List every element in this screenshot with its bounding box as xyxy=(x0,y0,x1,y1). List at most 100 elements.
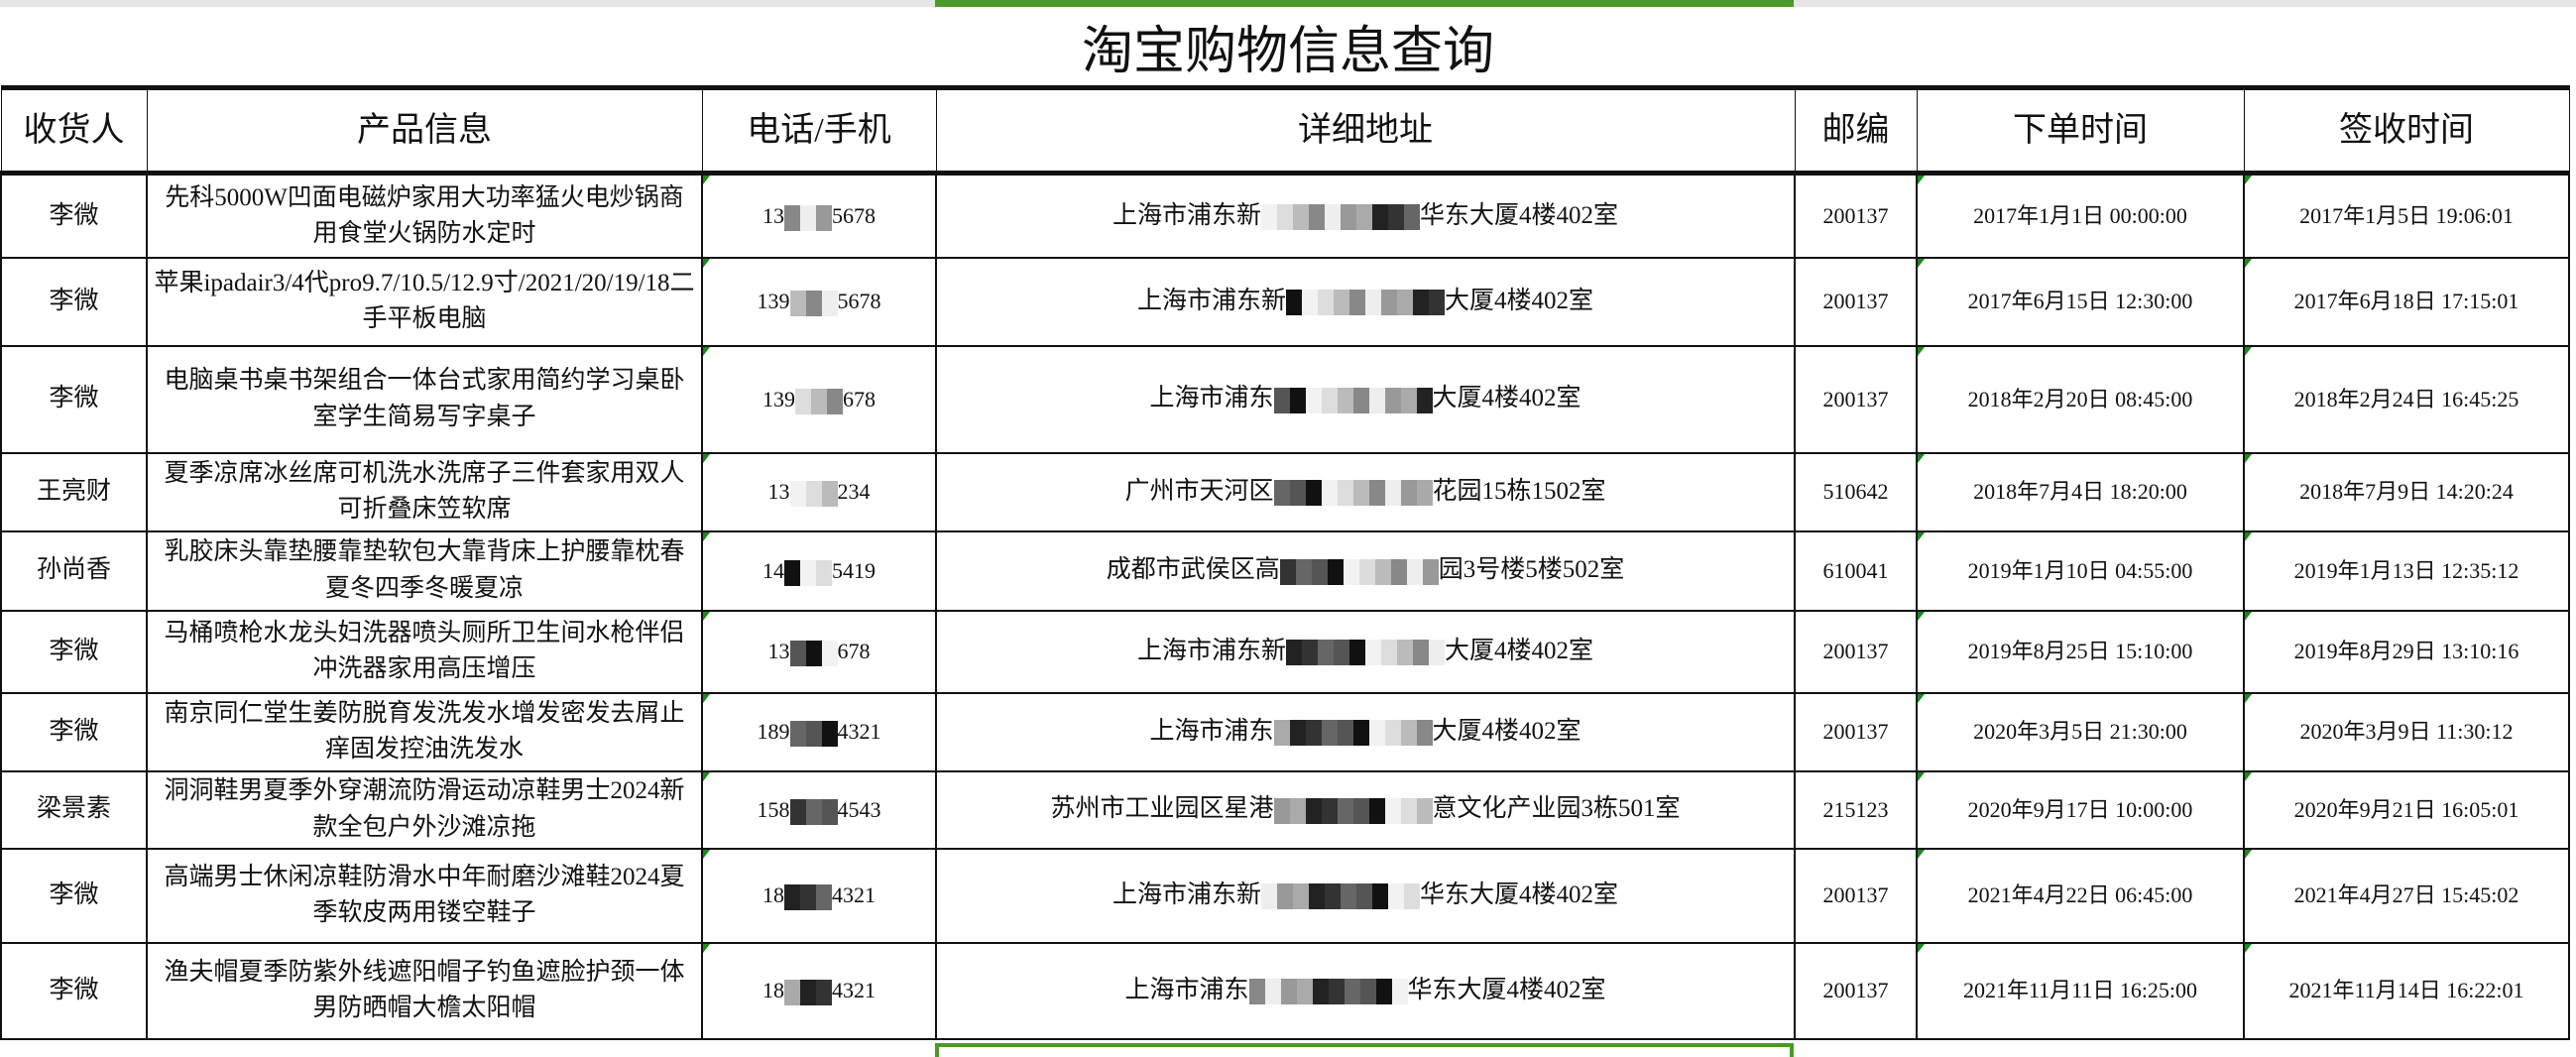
phone-cell[interactable]: 189 4321 xyxy=(701,691,937,772)
redaction-mosaic xyxy=(1261,883,1420,910)
recipient-cell[interactable]: 李微 xyxy=(0,847,148,944)
phone-prefix: 189 xyxy=(757,719,790,745)
zip-code: 200137 xyxy=(1822,202,1889,228)
recipient-name: 李微 xyxy=(49,201,99,229)
address-cell[interactable]: 苏州市工业园区星港 意文化产业园3栋501室 xyxy=(935,769,1796,850)
phone-suffix: 5678 xyxy=(837,289,881,314)
phone-cell[interactable]: 13 5678 xyxy=(701,172,937,259)
recipient-cell[interactable]: 李微 xyxy=(0,691,148,772)
zip-cell[interactable]: 200137 xyxy=(1794,941,1918,1040)
sign-time-cell[interactable]: 2021年11月14日 16:22:01 xyxy=(2243,941,2570,1040)
zip-cell[interactable]: 200137 xyxy=(1794,172,1918,259)
recipient-cell[interactable]: 李微 xyxy=(0,172,148,259)
recipient-cell[interactable]: 梁景素 xyxy=(0,769,148,850)
product-cell[interactable]: 高端男士休闲凉鞋防滑水中年耐磨沙滩鞋2024夏季软皮两用镂空鞋子 xyxy=(146,847,703,944)
product-cell[interactable]: 先科5000W凹面电磁炉家用大功率猛火电炒锅商用食堂火锅防水定时 xyxy=(146,172,703,259)
address-cell[interactable]: 上海市浦东新 大厦4楼402室 xyxy=(935,256,1796,347)
redaction-mosaic xyxy=(789,291,838,316)
zip-code: 510642 xyxy=(1822,479,1889,505)
sign-time-cell[interactable]: 2017年6月18日 17:15:01 xyxy=(2243,256,2570,347)
recipient-cell[interactable]: 李微 xyxy=(0,941,148,1040)
phone-prefix: 139 xyxy=(762,386,795,411)
zip-cell[interactable]: 200137 xyxy=(1794,609,1918,694)
phone-cell[interactable]: 13 234 xyxy=(701,451,937,532)
sheet-title[interactable]: 淘宝购物信息查询 xyxy=(1081,24,1494,80)
address-suffix: 大厦4楼402室 xyxy=(1432,717,1581,745)
address-cell[interactable]: 上海市浦东 大厦4楼402室 xyxy=(935,344,1796,454)
recipient-cell[interactable]: 李微 xyxy=(0,344,148,454)
product-info: 苹果ipadair3/4代pro9.7/10.5/12.9寸/2021/20/1… xyxy=(154,269,695,332)
sign-time-cell[interactable]: 2018年2月24日 16:45:25 xyxy=(2243,344,2570,454)
phone-prefix: 18 xyxy=(762,882,784,908)
order-time: 2021年11月11日 16:25:00 xyxy=(1962,978,2198,1003)
sign-time-cell[interactable]: 2019年1月13日 12:35:12 xyxy=(2243,529,2570,612)
table-row: 李微 苹果ipadair3/4代pro9.7/10.5/12.9寸/2021/20… xyxy=(0,256,2570,347)
order-time-cell[interactable]: 2021年4月22日 06:45:00 xyxy=(1916,847,2245,944)
recipient-cell[interactable]: 李微 xyxy=(0,609,148,694)
order-time-cell[interactable]: 2020年3月5日 21:30:00 xyxy=(1916,691,2245,772)
address-cell[interactable]: 成都市武侯区高 园3号楼5楼502室 xyxy=(935,529,1796,612)
recipient-name: 孙尚香 xyxy=(36,556,111,584)
table-row: 李微 马桶喷枪水龙头妇洗器喷头厕所卫生间水枪伴侣冲洗器家用高压增压 13 678 上海市… xyxy=(0,609,2570,694)
phone-cell[interactable]: 18 4321 xyxy=(701,941,937,1040)
redaction-mosaic xyxy=(784,884,832,910)
sign-time-cell[interactable]: 2017年1月5日 19:06:01 xyxy=(2243,172,2570,259)
header-phone[interactable]: 电话/手机 xyxy=(701,85,937,176)
sign-time-cell[interactable]: 2018年7月9日 14:20:24 xyxy=(2243,451,2570,532)
sign-time-cell[interactable]: 2020年3月9日 11:30:12 xyxy=(2243,691,2570,772)
sign-time-cell[interactable]: 2021年4月27日 15:45:02 xyxy=(2243,847,2570,944)
order-time-cell[interactable]: 2020年9月17日 10:00:00 xyxy=(1916,769,2245,850)
phone-cell[interactable]: 14 5419 xyxy=(701,529,937,612)
phone-cell[interactable]: 139 678 xyxy=(701,344,937,454)
order-time-cell[interactable]: 2021年11月11日 16:25:00 xyxy=(1916,941,2245,1040)
product-cell[interactable]: 南京同仁堂生姜防脱育发洗发水增发密发去屑止痒固发控油洗发水 xyxy=(146,691,703,772)
order-time-cell[interactable]: 2019年1月10日 04:55:00 xyxy=(1916,529,2245,612)
product-cell[interactable]: 马桶喷枪水龙头妇洗器喷头厕所卫生间水枪伴侣冲洗器家用高压增压 xyxy=(146,609,703,694)
address-cell[interactable]: 上海市浦东新 华东大厦4楼402室 xyxy=(935,847,1796,944)
header-sign-time[interactable]: 签收时间 xyxy=(2243,85,2570,176)
zip-cell[interactable]: 200137 xyxy=(1794,256,1918,347)
product-cell[interactable]: 乳胶床头靠垫腰靠垫软包大靠背床上护腰靠枕春夏冬四季冬暖夏凉 xyxy=(146,529,703,612)
header-zip[interactable]: 邮编 xyxy=(1794,85,1918,176)
sign-time-cell[interactable]: 2019年8月29日 13:10:16 xyxy=(2243,609,2570,694)
order-time-cell[interactable]: 2018年2月20日 08:45:00 xyxy=(1916,344,2245,454)
zip-cell[interactable]: 610041 xyxy=(1794,529,1918,612)
order-time-cell[interactable]: 2017年1月1日 00:00:00 xyxy=(1916,172,2245,259)
phone-cell[interactable]: 139 5678 xyxy=(701,256,937,347)
recipient-cell[interactable]: 王亮财 xyxy=(0,451,148,532)
header-recipient[interactable]: 收货人 xyxy=(0,85,148,176)
product-cell[interactable]: 苹果ipadair3/4代pro9.7/10.5/12.9寸/2021/20/1… xyxy=(146,256,703,347)
recipient-cell[interactable]: 孙尚香 xyxy=(0,529,148,612)
phone-cell[interactable]: 18 4321 xyxy=(701,847,937,944)
sign-time-cell[interactable]: 2020年9月21日 16:05:01 xyxy=(2243,769,2570,850)
phone-cell[interactable]: 158 4543 xyxy=(701,769,937,850)
phone-suffix: 678 xyxy=(837,639,871,664)
product-cell[interactable]: 渔夫帽夏季防紫外线遮阳帽子钓鱼遮脸护颈一体男防晒帽大檐太阳帽 xyxy=(146,941,703,1040)
zip-cell[interactable]: 200137 xyxy=(1794,691,1918,772)
zip-cell[interactable]: 510642 xyxy=(1794,451,1918,532)
zip-code: 200137 xyxy=(1822,978,1889,1003)
address-cell[interactable]: 上海市浦东 华东大厦4楼402室 xyxy=(935,941,1796,1040)
selected-cell[interactable] xyxy=(935,1043,1794,1057)
recipient-cell[interactable]: 李微 xyxy=(0,256,148,347)
phone-suffix: 5419 xyxy=(832,557,876,583)
zip-cell[interactable]: 200137 xyxy=(1794,344,1918,454)
address-cell[interactable]: 广州市天河区 花园15栋1502室 xyxy=(935,451,1796,532)
redaction-mosaic xyxy=(1261,203,1420,230)
header-address[interactable]: 详细地址 xyxy=(935,85,1796,176)
address-cell[interactable]: 上海市浦东新 大厦4楼402室 xyxy=(935,609,1796,694)
sign-time: 2021年11月14日 16:22:01 xyxy=(2288,978,2524,1003)
header-order-time[interactable]: 下单时间 xyxy=(1916,85,2245,176)
zip-cell[interactable]: 215123 xyxy=(1794,769,1918,850)
product-cell[interactable]: 洞洞鞋男夏季外穿潮流防滑运动凉鞋男士2024新款全包户外沙滩凉拖 xyxy=(146,769,703,850)
zip-cell[interactable]: 200137 xyxy=(1794,847,1918,944)
address-cell[interactable]: 上海市浦东新 华东大厦4楼402室 xyxy=(935,172,1796,259)
order-time-cell[interactable]: 2018年7月4日 18:20:00 xyxy=(1916,451,2245,532)
header-product[interactable]: 产品信息 xyxy=(146,85,703,176)
product-cell[interactable]: 电脑桌书桌书架组合一体台式家用简约学习桌卧室学生简易写字桌子 xyxy=(146,344,703,454)
product-cell[interactable]: 夏季凉席冰丝席可机洗水洗席子三件套家用双人可折叠床笠软席 xyxy=(146,451,703,532)
phone-cell[interactable]: 13 678 xyxy=(701,609,937,694)
order-time-cell[interactable]: 2019年8月25日 15:10:00 xyxy=(1916,609,2245,694)
order-time-cell[interactable]: 2017年6月15日 12:30:00 xyxy=(1916,256,2245,347)
address-cell[interactable]: 上海市浦东 大厦4楼402室 xyxy=(935,691,1796,772)
